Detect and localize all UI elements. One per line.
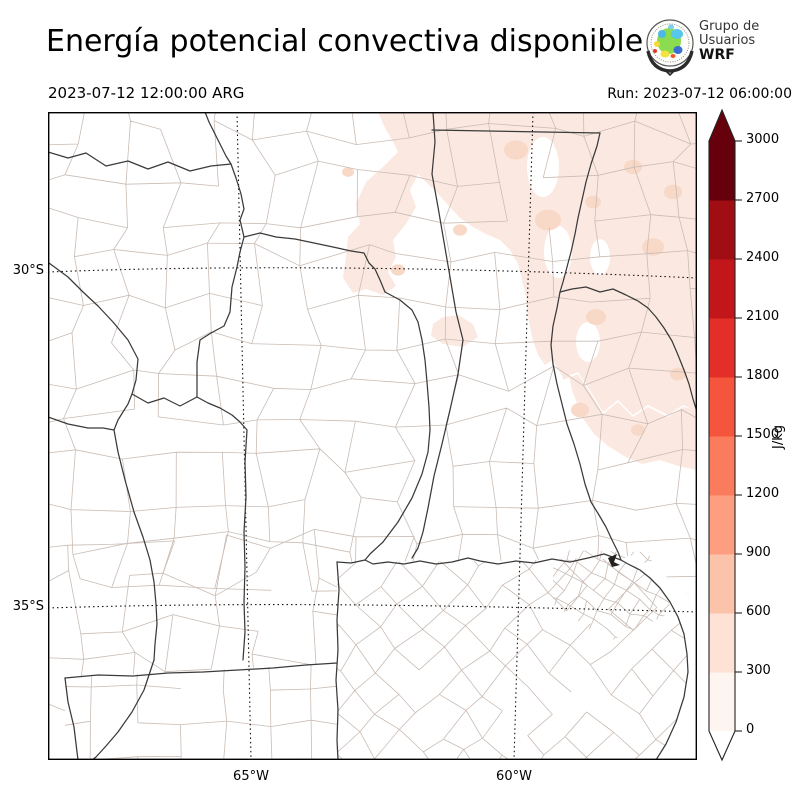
colorbar — [700, 100, 800, 780]
colorbar-tick-label: 2100 — [746, 309, 780, 324]
colorbar-figure — [708, 108, 742, 762]
colorbar-tick-label: 900 — [746, 545, 771, 560]
colorbar-unit-label: J/kg — [771, 425, 786, 449]
gridline-35s — [48, 604, 697, 613]
map-frame — [48, 112, 697, 760]
y-tick-label-35s: 35°S — [12, 599, 44, 614]
map-panel — [48, 112, 697, 760]
gridline-30s — [48, 267, 697, 279]
colorbar-tick-label: 1200 — [746, 486, 780, 501]
y-tick-label-30s: 30°S — [12, 263, 44, 278]
page-title: Energía potencial convectiva disponible — [46, 24, 644, 59]
province-boundaries — [48, 112, 697, 760]
x-tick-label-65w: 65°W — [233, 769, 269, 784]
city-marker — [608, 554, 620, 567]
map-figure — [48, 112, 697, 760]
valid-time-label: 2023-07-12 12:00:00 ARG — [48, 84, 245, 102]
colorbar-tick-label: 3000 — [746, 132, 780, 147]
logo-weather-blobs — [653, 24, 683, 58]
colorbar-tick-label: 1500 — [746, 427, 780, 442]
run-time-label: Run: 2023-07-12 06:00:00 — [607, 86, 792, 102]
colorbar-tick-label: 1800 — [746, 368, 780, 383]
colorbar-tick-label: 600 — [746, 604, 771, 619]
graticule — [48, 112, 697, 760]
colorbar-under-arrow — [709, 731, 735, 760]
wrf-users-logo-icon — [646, 19, 694, 76]
logo-line3: WRF — [699, 47, 735, 63]
logo-line2: Usuarios — [699, 33, 756, 48]
colorbar-tick-label: 300 — [746, 663, 771, 678]
colorbar-tick-label: 2700 — [746, 191, 780, 206]
colorbar-tick-label: 0 — [746, 722, 755, 737]
logo-text: Grupo de Usuarios WRF — [699, 19, 760, 63]
colorbar-over-arrow — [709, 110, 735, 141]
x-tick-label-60w: 60°W — [496, 769, 532, 784]
logo-line1: Grupo de — [699, 19, 760, 34]
gridline-60w — [513, 112, 534, 760]
gridline-65w — [236, 112, 252, 760]
cape-shading — [342, 112, 697, 470]
colorbar-ticks — [735, 140, 742, 732]
colorbar-tick-label: 2400 — [746, 250, 780, 265]
colorbar-cells — [709, 110, 735, 760]
